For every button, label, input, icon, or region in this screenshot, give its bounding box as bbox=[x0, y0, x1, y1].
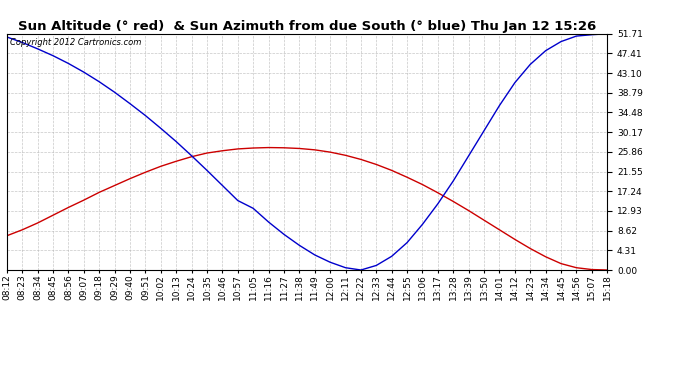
Text: Copyright 2012 Cartronics.com: Copyright 2012 Cartronics.com bbox=[10, 39, 141, 48]
Title: Sun Altitude (° red)  & Sun Azimuth from due South (° blue) Thu Jan 12 15:26: Sun Altitude (° red) & Sun Azimuth from … bbox=[18, 20, 596, 33]
